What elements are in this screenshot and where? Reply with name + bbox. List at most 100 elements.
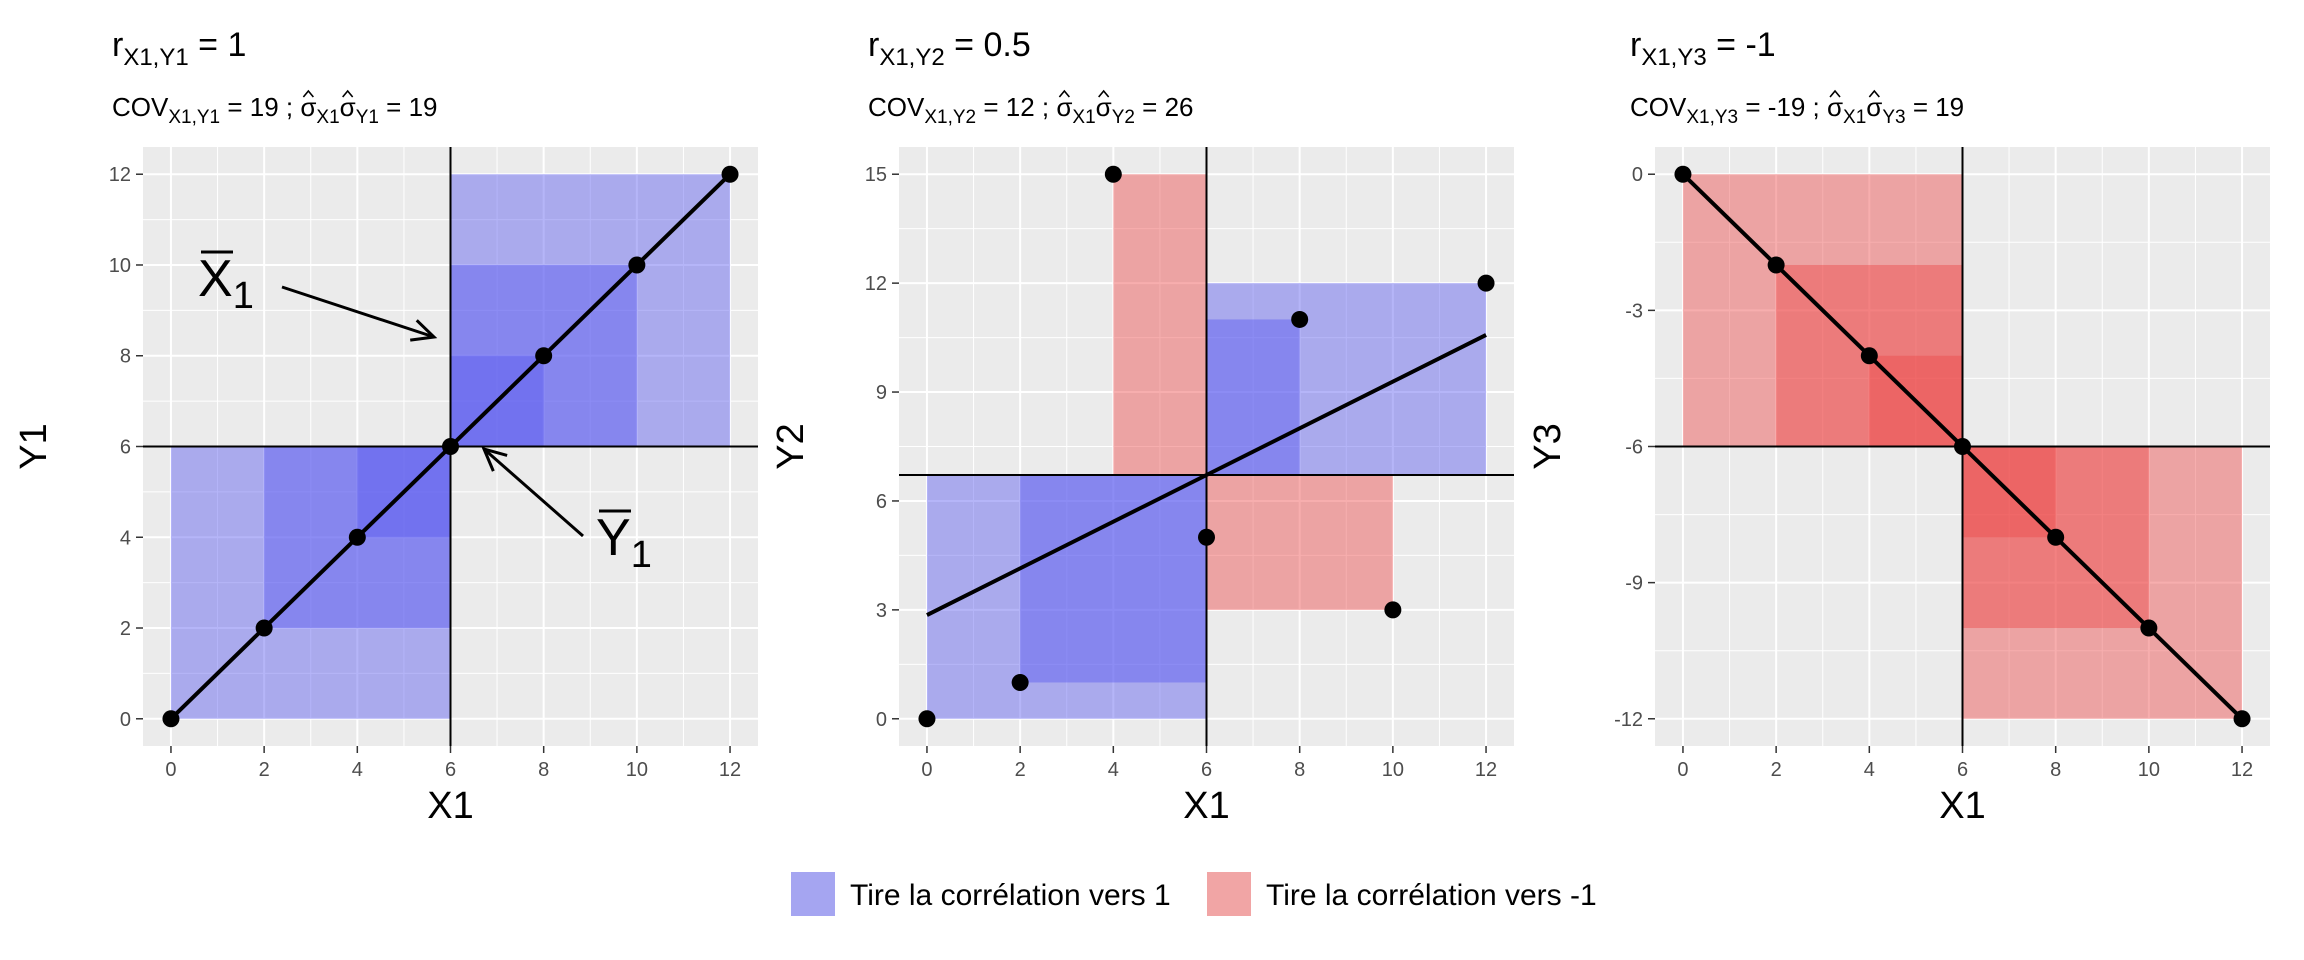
title-base: r	[112, 26, 123, 64]
y-tick-label: 6	[876, 491, 887, 513]
title-base: r	[1630, 26, 1641, 64]
annotation-subscript: 1	[233, 275, 254, 317]
data-point	[721, 165, 739, 183]
hat-accent	[302, 89, 314, 98]
data-point	[1954, 438, 1971, 455]
data-point	[1104, 165, 1122, 183]
y-tick-label: 9	[876, 382, 887, 404]
data-point	[918, 710, 936, 728]
y-tick-label: -6	[1625, 437, 1643, 459]
x-tick-label: 12	[719, 759, 741, 781]
data-point	[628, 256, 646, 274]
subtitle-cov-value: = 12 ;	[976, 92, 1056, 122]
y-tick-label: 0	[120, 709, 131, 731]
legend-key	[791, 872, 835, 916]
x-tick-label: 12	[1475, 759, 1497, 781]
chart-subtitle: COVX1,Y1 = 19 ; σX1σY1 = 19	[112, 92, 438, 128]
annotations: X1 Y1	[198, 250, 652, 576]
negative-covariance-rect	[1113, 174, 1207, 476]
annotation-subscript: 1	[631, 534, 652, 576]
subtitle-subscript: X1	[1072, 107, 1095, 128]
data-point	[442, 438, 459, 455]
x-tick-label: 2	[259, 759, 270, 781]
legend-key	[1207, 872, 1251, 916]
positive-covariance-rect	[1020, 475, 1207, 683]
hat-accent	[342, 89, 354, 98]
y-tick-label: 0	[1632, 164, 1643, 186]
subtitle-cov: COV	[1630, 92, 1687, 122]
x-tick-label: 10	[626, 759, 648, 781]
x-tick-label: 6	[445, 759, 456, 781]
data-point	[255, 619, 273, 637]
x-tick-label: 6	[1201, 759, 1212, 781]
y-axis-title: Y2	[770, 423, 812, 469]
subtitle-sigma-hat: σ	[1056, 92, 1072, 122]
title-base: r	[868, 26, 879, 64]
chart-subtitle: COVX1,Y2 = 12 ; σX1σY2 = 26	[868, 92, 1194, 128]
chart-title: rX1,Y1 = 1	[112, 26, 246, 71]
data-point	[2140, 619, 2158, 637]
x-tick-label: 8	[1294, 759, 1305, 781]
title-subscript: X1,Y1	[123, 44, 188, 71]
legend: Tire la corrélation vers 1 Tire la corrél…	[791, 872, 1597, 916]
x-tick-label: 4	[1864, 759, 1875, 781]
subtitle-cov-value: = 19 ;	[220, 92, 300, 122]
subtitle-product-value: = 19	[1906, 92, 1965, 122]
y-tick-label: 10	[109, 255, 131, 277]
y-tick-label: 8	[120, 346, 131, 368]
x-tick-label: 8	[2050, 759, 2061, 781]
data-point	[1198, 528, 1215, 546]
y-tick-label: -12	[1614, 709, 1643, 731]
subtitle-product-value: = 19	[379, 92, 438, 122]
y-axis-title: Y1	[13, 423, 55, 469]
data-point	[535, 347, 553, 365]
data-point	[348, 528, 366, 546]
subtitle-cov-value: = -19 ;	[1738, 92, 1827, 122]
positive-covariance-rect	[1206, 319, 1300, 476]
subtitle-subscript: X1,Y1	[168, 107, 220, 128]
x-tick-label: 10	[2138, 759, 2160, 781]
mean-x-annotation: X1	[198, 250, 254, 317]
title-rest: = -1	[1707, 26, 1776, 64]
subtitle-subscript: X1,Y2	[924, 107, 976, 128]
data-point	[2233, 710, 2251, 728]
x-tick-label: 4	[352, 759, 363, 781]
subtitle-cov: COV	[112, 92, 169, 122]
data-point	[1291, 310, 1309, 328]
y-tick-label: 2	[120, 618, 131, 640]
x-tick-label: 8	[538, 759, 549, 781]
x-tick-label: 0	[165, 759, 176, 781]
title-subscript: X1,Y2	[879, 44, 944, 71]
title-subscript: X1,Y3	[1641, 44, 1706, 71]
positive-covariance-rect	[1206, 283, 1487, 476]
data-point	[1384, 601, 1402, 619]
mean-x-arrow-head	[410, 319, 438, 342]
x-tick-label: 2	[1015, 759, 1026, 781]
x-tick-label: 12	[2231, 759, 2253, 781]
subtitle-sigma-hat: σ	[1866, 92, 1882, 122]
hat-accent	[1868, 89, 1880, 98]
data-point	[1011, 673, 1029, 691]
x-tick-label: 10	[1382, 759, 1404, 781]
subtitle-sigma-hat: σ	[1827, 92, 1843, 122]
x-tick-label: 4	[1108, 759, 1119, 781]
x-tick-label: 2	[1771, 759, 1782, 781]
mean-y-annotation: Y1	[596, 509, 652, 576]
x-tick-label: 0	[1677, 759, 1688, 781]
mean-y-arrow	[483, 447, 584, 538]
data-point	[1767, 256, 1785, 274]
subtitle-sigma-hat: σ	[1096, 92, 1112, 122]
mean-x-arrow	[281, 285, 435, 339]
x-axis-title: X1	[1939, 785, 1985, 827]
data-point	[1860, 347, 1878, 365]
y-tick-label: 4	[120, 527, 131, 549]
subtitle-cov: COV	[868, 92, 925, 122]
y-tick-label: 12	[109, 164, 131, 186]
legend-label: Tire la corrélation vers -1	[1266, 879, 1597, 912]
y-tick-label: 0	[876, 709, 887, 731]
subtitle-subscript: X1,Y3	[1686, 107, 1738, 128]
chart-title: rX1,Y2 = 0.5	[868, 26, 1031, 71]
